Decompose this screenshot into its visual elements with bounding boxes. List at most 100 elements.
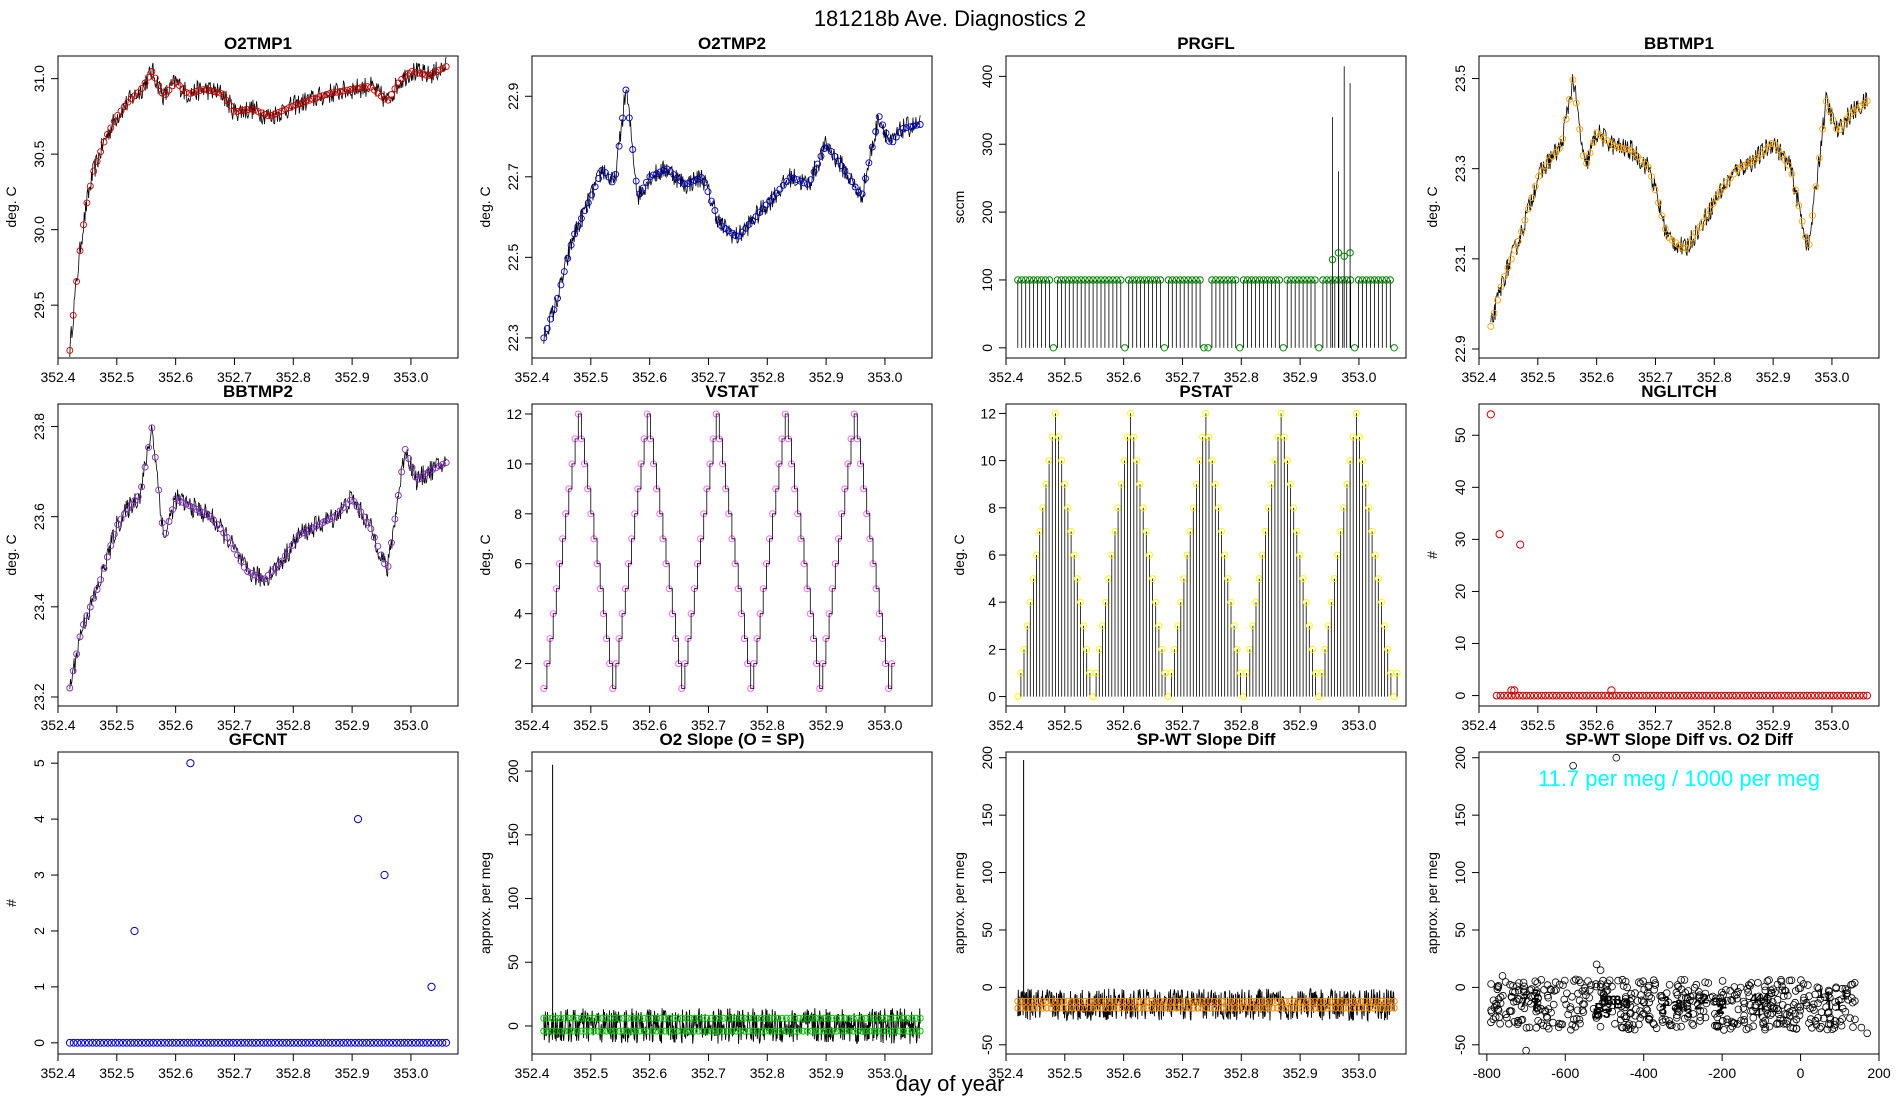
- data-point: [732, 1014, 740, 1022]
- cluster-label: B3: [1600, 992, 1618, 1008]
- x-tick-label: 352.4: [40, 1065, 75, 1081]
- panel-title: O2 Slope (O = SP): [659, 730, 804, 749]
- data-point: [130, 926, 139, 936]
- y-tick-label: 10: [980, 453, 996, 469]
- data-point: [141, 463, 149, 471]
- data-point: [309, 1038, 318, 1047]
- data-point: [1848, 998, 1857, 1007]
- data-point: [1799, 980, 1808, 988]
- data-point: [686, 1027, 694, 1035]
- data-point: [97, 148, 105, 156]
- data-point: [1810, 691, 1819, 700]
- data-point: [1194, 1004, 1202, 1012]
- y-tick-label: 23.4: [31, 593, 47, 620]
- data-point: [1723, 1015, 1731, 1023]
- data-point: [1282, 1004, 1289, 1012]
- data-point: [288, 541, 296, 549]
- data-point: [687, 178, 695, 186]
- data-point: [295, 531, 303, 539]
- data-point: [1131, 1004, 1139, 1012]
- data-point: [1263, 276, 1272, 284]
- data-point: [742, 224, 750, 232]
- data-point: [1051, 997, 1059, 1005]
- data-point: [1696, 1017, 1704, 1025]
- x-tick-label: 352.7: [691, 717, 726, 733]
- data-point: [216, 525, 224, 533]
- data-point: [1070, 551, 1078, 559]
- data-point: [290, 1038, 299, 1047]
- data-point: [628, 1014, 636, 1022]
- data-point: [1275, 276, 1284, 284]
- data-point: [339, 1038, 348, 1047]
- data-point: [1566, 95, 1573, 103]
- data-point: [1589, 1004, 1598, 1013]
- data-point: [1323, 997, 1331, 1005]
- data-point: [714, 216, 722, 224]
- data-point: [1701, 978, 1709, 987]
- data-point: [608, 178, 616, 186]
- data-point: [571, 230, 579, 238]
- data-point: [816, 1014, 824, 1022]
- data-point: [770, 1027, 778, 1035]
- data-point: [1526, 691, 1535, 700]
- panel-title: PSTAT: [1179, 382, 1233, 401]
- data-point: [422, 71, 430, 79]
- data-point: [1190, 997, 1197, 1005]
- data-point: [1517, 1002, 1526, 1010]
- data-point: [1064, 997, 1072, 1005]
- data-point: [565, 1027, 573, 1035]
- data-point: [858, 190, 866, 198]
- plot-frame: [57, 55, 459, 359]
- data-point: [1133, 457, 1141, 465]
- data-point: [1796, 1006, 1804, 1015]
- data-point: [1077, 997, 1084, 1005]
- data-point: [1863, 97, 1871, 105]
- series: [1014, 66, 1398, 352]
- data-point: [849, 1027, 857, 1035]
- data-point: [1014, 276, 1022, 284]
- data-point: [816, 1027, 824, 1035]
- data-point: [1657, 691, 1666, 700]
- data-point: [640, 1027, 648, 1035]
- data-point: [175, 497, 183, 504]
- data-point: [540, 334, 548, 342]
- data-point: [1097, 997, 1105, 1005]
- data-point: [115, 1038, 124, 1047]
- cluster-label: 2: [1717, 1001, 1725, 1017]
- data-point: [1548, 153, 1556, 160]
- cluster-label: 4: [1755, 991, 1763, 1007]
- data-point: [1720, 1026, 1728, 1034]
- data-point: [1244, 997, 1252, 1005]
- data-point: [1525, 1023, 1534, 1032]
- data-point: [690, 1014, 698, 1022]
- x-tick-label: 352.8: [750, 369, 785, 385]
- y-axis-label: approx. per meg: [1424, 852, 1440, 954]
- y-tick-label: 4: [988, 594, 996, 610]
- data-point: [434, 1038, 443, 1047]
- data-point: [1599, 989, 1608, 998]
- data-point: [305, 96, 313, 104]
- plot-frame: [57, 751, 459, 1055]
- data-point: [248, 1038, 257, 1047]
- data-point: [1807, 691, 1815, 700]
- data-point: [1719, 1016, 1727, 1025]
- data-point: [912, 1014, 920, 1022]
- data-point: [216, 89, 224, 97]
- data-point: [1771, 140, 1779, 148]
- data-point: [841, 1027, 849, 1035]
- data-point: [1685, 239, 1693, 247]
- data-point: [121, 510, 128, 518]
- data-point: [275, 1038, 283, 1047]
- x-tick-label: 352.8: [276, 1065, 311, 1081]
- data-point: [1788, 170, 1796, 178]
- data-point: [145, 73, 152, 81]
- data-point: [1511, 246, 1519, 254]
- data-point: [1831, 998, 1839, 1006]
- data-point: [1374, 997, 1381, 1005]
- data-point: [93, 586, 101, 593]
- data-point: [1716, 993, 1725, 1002]
- data-point: [1543, 991, 1552, 1000]
- series-line: [543, 413, 895, 689]
- data-point: [364, 518, 371, 526]
